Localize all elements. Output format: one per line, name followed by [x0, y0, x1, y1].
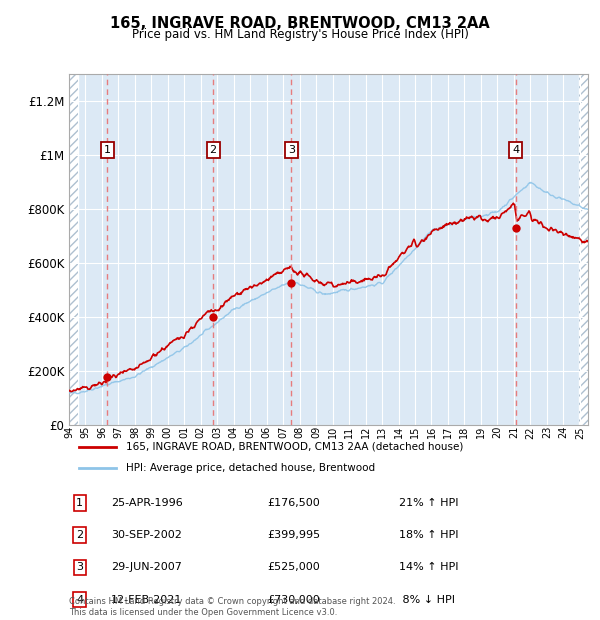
Text: £730,000: £730,000 — [267, 595, 320, 604]
Text: £176,500: £176,500 — [267, 498, 320, 508]
Text: HPI: Average price, detached house, Brentwood: HPI: Average price, detached house, Bren… — [126, 463, 375, 473]
Text: 4: 4 — [76, 595, 83, 604]
Bar — [579, 74, 588, 425]
Text: 25-APR-1996: 25-APR-1996 — [111, 498, 183, 508]
Text: 8% ↓ HPI: 8% ↓ HPI — [399, 595, 455, 604]
Text: £399,995: £399,995 — [267, 530, 320, 540]
Text: 1: 1 — [76, 498, 83, 508]
Text: Contains HM Land Registry data © Crown copyright and database right 2024.
This d: Contains HM Land Registry data © Crown c… — [69, 598, 395, 617]
Text: Price paid vs. HM Land Registry's House Price Index (HPI): Price paid vs. HM Land Registry's House … — [131, 28, 469, 41]
Text: 165, INGRAVE ROAD, BRENTWOOD, CM13 2AA: 165, INGRAVE ROAD, BRENTWOOD, CM13 2AA — [110, 16, 490, 30]
Text: 30-SEP-2002: 30-SEP-2002 — [111, 530, 182, 540]
Text: 3: 3 — [76, 562, 83, 572]
Text: 12-FEB-2021: 12-FEB-2021 — [111, 595, 182, 604]
Text: 3: 3 — [288, 145, 295, 155]
Bar — [69, 74, 78, 425]
Bar — [579, 74, 588, 425]
Text: 21% ↑ HPI: 21% ↑ HPI — [399, 498, 458, 508]
Bar — [69, 74, 78, 425]
Text: 165, INGRAVE ROAD, BRENTWOOD, CM13 2AA (detached house): 165, INGRAVE ROAD, BRENTWOOD, CM13 2AA (… — [126, 441, 463, 451]
Text: 2: 2 — [209, 145, 217, 155]
Text: 29-JUN-2007: 29-JUN-2007 — [111, 562, 182, 572]
Text: 2: 2 — [76, 530, 83, 540]
Text: 1: 1 — [104, 145, 111, 155]
Text: £525,000: £525,000 — [267, 562, 320, 572]
Text: 14% ↑ HPI: 14% ↑ HPI — [399, 562, 458, 572]
Text: 4: 4 — [512, 145, 520, 155]
Text: 18% ↑ HPI: 18% ↑ HPI — [399, 530, 458, 540]
